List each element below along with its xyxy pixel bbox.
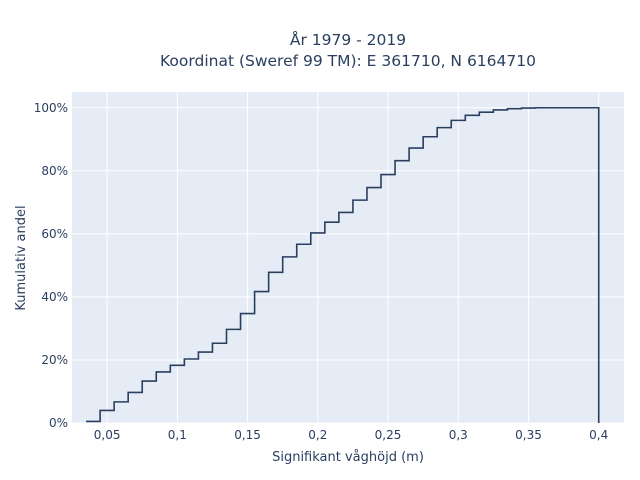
x-tick-label: 0,15 (234, 428, 261, 442)
x-tick-label: 0,4 (589, 428, 608, 442)
x-axis-label: Signifikant våghöjd (m) (272, 450, 424, 465)
y-tick-label: 0% (49, 416, 68, 430)
y-axis-label: Kumulativ andel (14, 205, 29, 310)
x-tick-label: 0,25 (375, 428, 402, 442)
series-layer (86, 106, 600, 423)
x-tick-label: 0,35 (515, 428, 542, 442)
y-tick-label: 60% (41, 227, 68, 241)
chart-title: År 1979 - 2019 (290, 30, 406, 49)
x-tick-label: 0,05 (94, 428, 121, 442)
x-tick-label: 0,1 (168, 428, 187, 442)
cdf-step-line (86, 106, 600, 423)
x-tick-label: 0,3 (449, 428, 468, 442)
plot-area (72, 92, 624, 423)
y-tick-label: 80% (41, 164, 68, 178)
x-tick-label: 0,2 (308, 428, 327, 442)
x-gridlines (106, 92, 600, 423)
y-tick-label: 20% (41, 353, 68, 367)
chart-subtitle: Koordinat (Sweref 99 TM): E 361710, N 61… (160, 52, 536, 70)
y-tick-label: 100% (34, 101, 68, 115)
y-tick-labels: 0% 20% 40% 60% 80% 100% (34, 101, 68, 430)
y-tick-label: 40% (41, 290, 68, 304)
x-tick-labels: 0,05 0,1 0,15 0,2 0,25 0,3 0,35 0,4 (94, 428, 609, 442)
